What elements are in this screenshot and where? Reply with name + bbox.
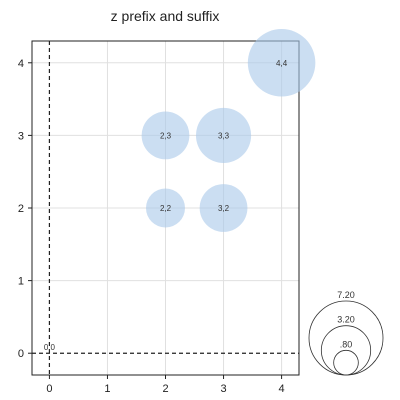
bubble-label: 4,4 <box>276 59 288 68</box>
bubble-labels: 0,0 2,2 2,3 3,2 3,3 4,4 <box>44 59 288 352</box>
bubble <box>141 111 190 160</box>
bubble-label: 2,2 <box>160 204 172 213</box>
x-tick-label: 0 <box>46 383 52 395</box>
bubbles <box>141 29 316 232</box>
y-tick-label: 1 <box>18 276 24 288</box>
x-tick-label: 4 <box>279 383 285 395</box>
size-legend-label: .80 <box>340 339 353 349</box>
size-legend-label: 7.20 <box>337 290 355 300</box>
bubble-label: 3,2 <box>218 204 230 213</box>
x-tick-label: 2 <box>162 383 168 395</box>
y-tick-label: 3 <box>18 130 24 142</box>
y-tick-label: 2 <box>18 203 24 215</box>
bubble-label: 3,3 <box>218 131 230 140</box>
x-tick-label: 1 <box>104 383 110 395</box>
axis-ticks: 0 1 2 3 4 0 1 2 3 4 <box>18 58 285 395</box>
size-legend-label: 3.20 <box>337 315 355 325</box>
size-legend-circle <box>333 349 359 376</box>
y-tick-label: 0 <box>18 348 24 360</box>
chart-title: z prefix and suffix <box>111 8 220 24</box>
size-legend: 7.20 3.20 .80 <box>308 290 384 376</box>
zero-lines <box>32 41 299 375</box>
bubble <box>145 188 186 228</box>
bubble <box>247 29 316 97</box>
bubble <box>195 107 252 163</box>
y-tick-label: 4 <box>18 58 24 70</box>
bubble <box>199 184 248 232</box>
bubble-label: 2,3 <box>160 131 172 140</box>
size-legend-circle <box>308 300 384 376</box>
bubble-label: 0,0 <box>44 343 56 352</box>
x-tick-label: 3 <box>220 383 226 395</box>
